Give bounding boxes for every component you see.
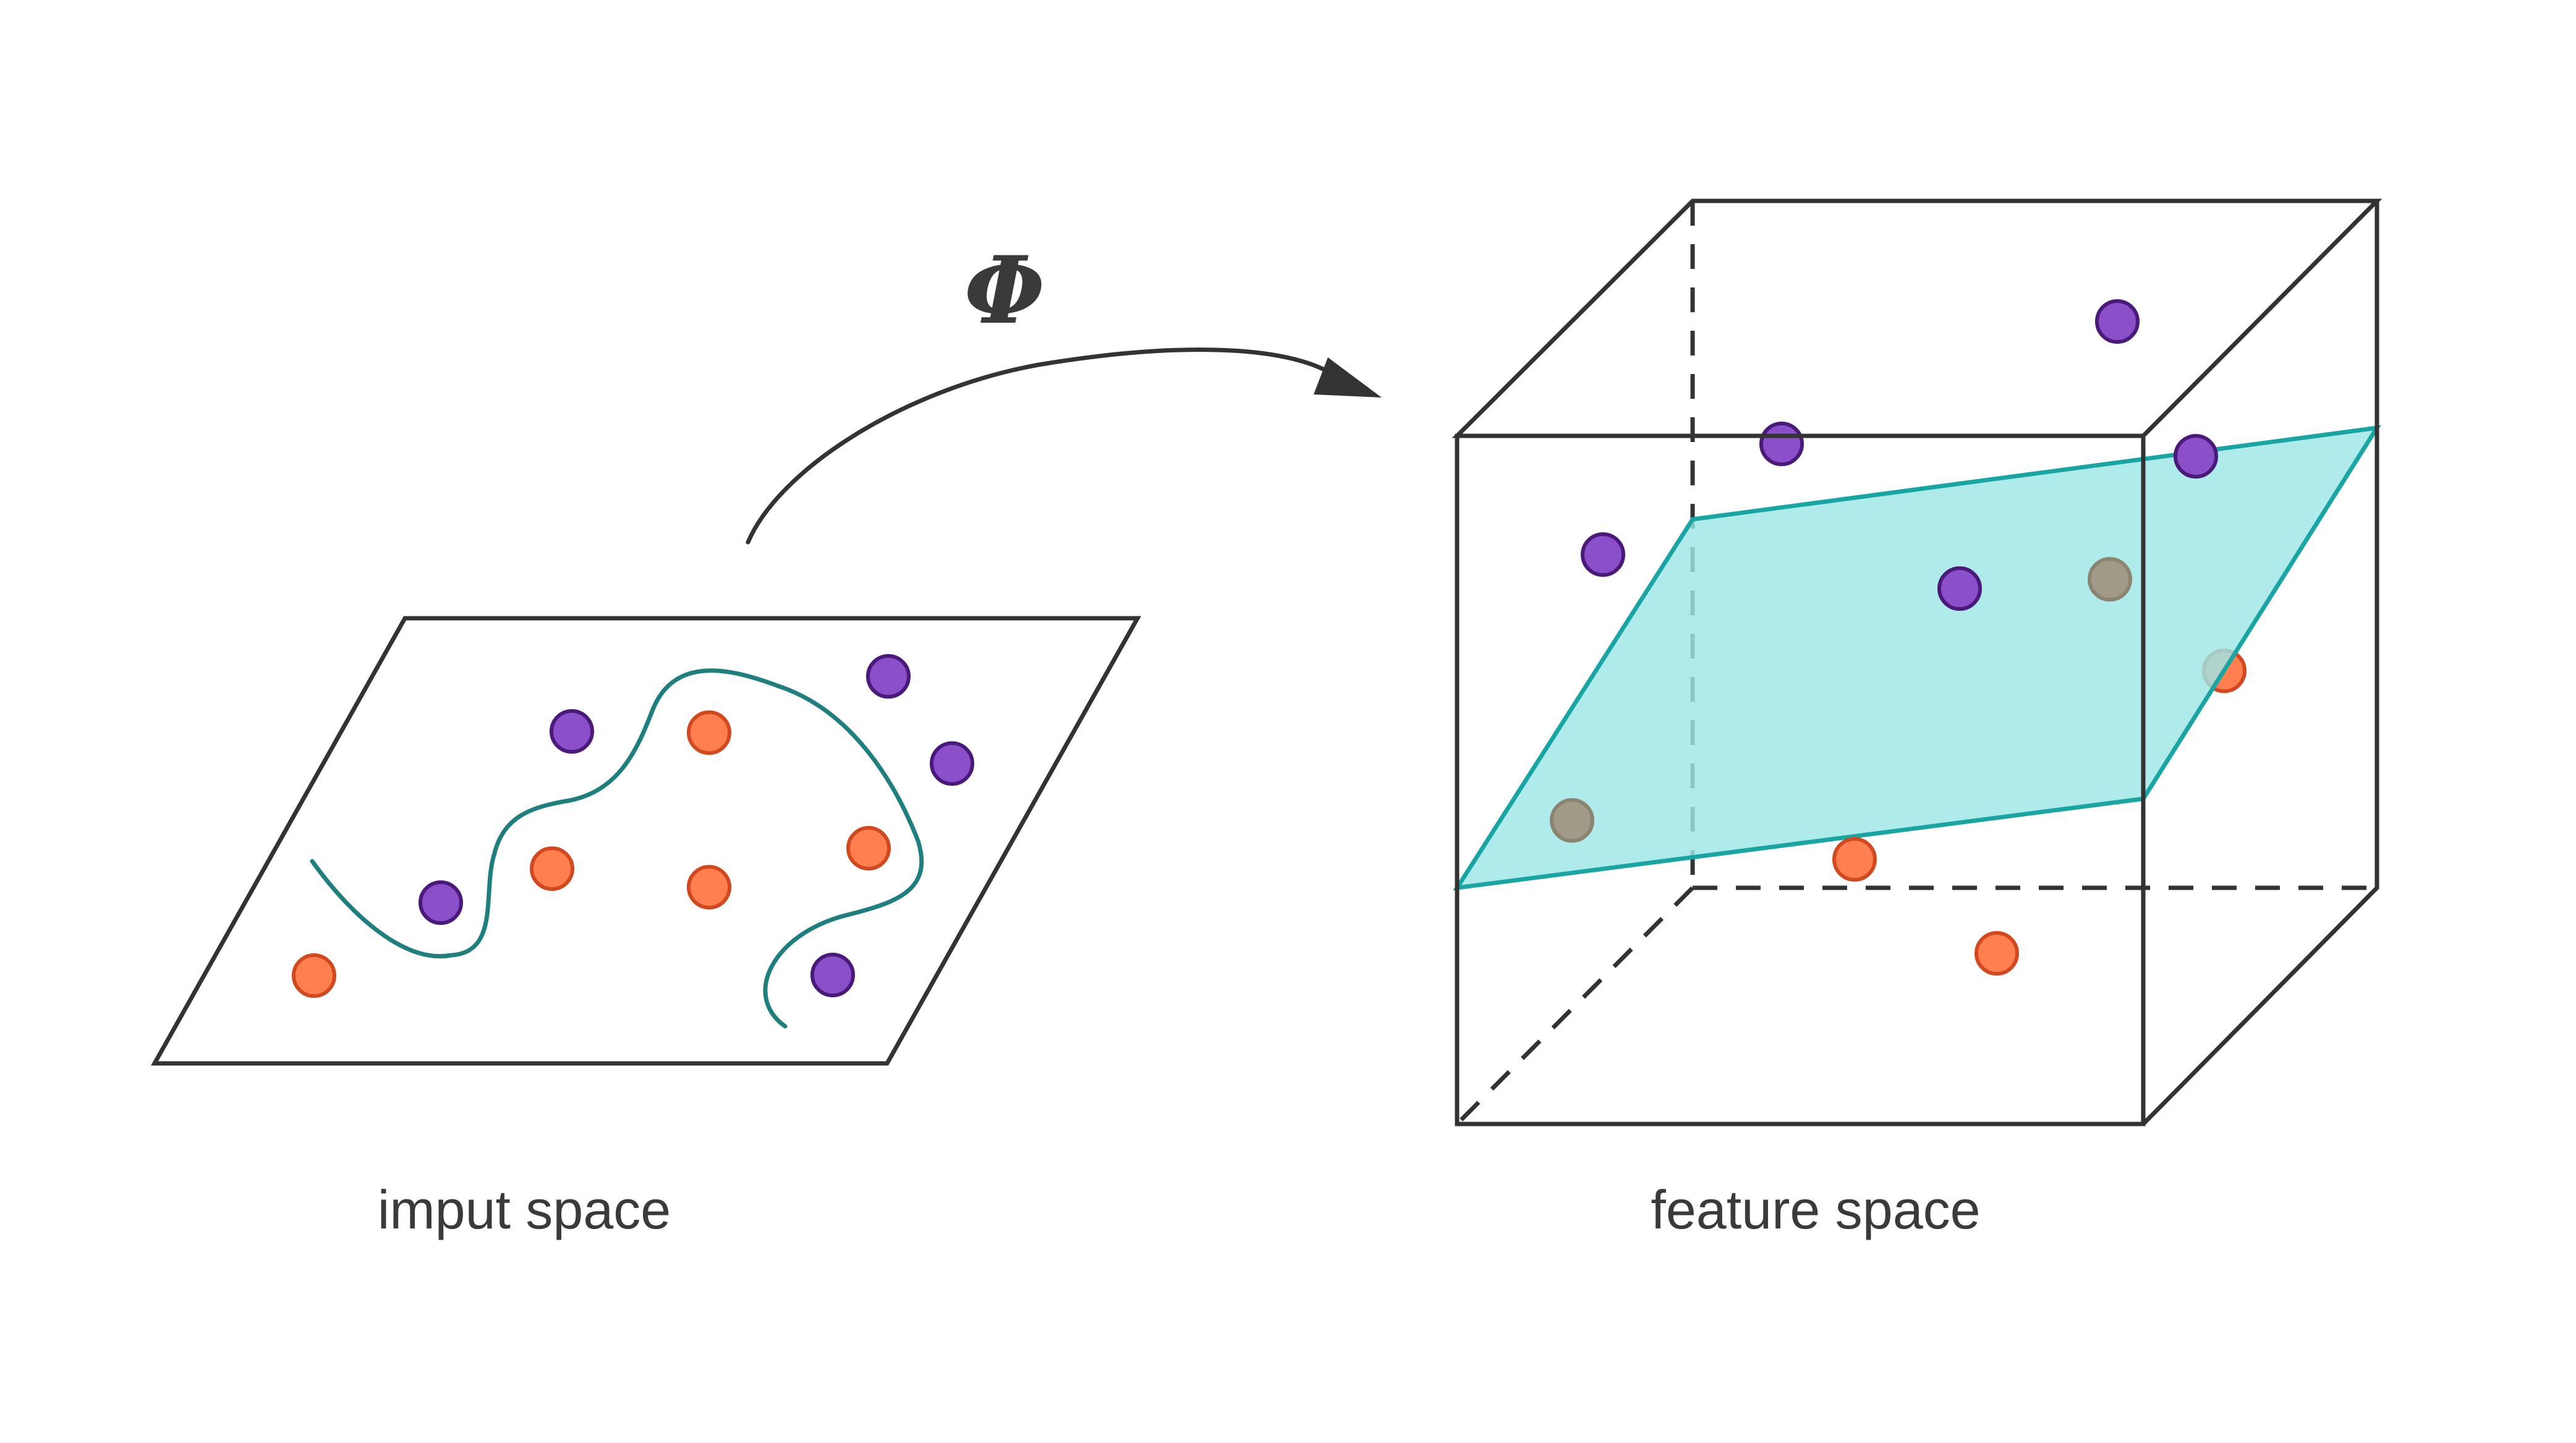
class-a-point <box>866 654 911 699</box>
class-a-point <box>1937 566 1982 611</box>
phi-symbol: Φ <box>964 236 1045 345</box>
class-a-point <box>550 709 594 754</box>
hidden-edge <box>1455 886 1694 1126</box>
input-space-group <box>151 616 1141 1066</box>
class-b-point <box>292 953 336 998</box>
occluded-point <box>2088 557 2132 602</box>
class-a-point <box>1759 422 1804 466</box>
class-a-point <box>930 741 974 786</box>
feature-space-group <box>1452 198 2383 1126</box>
input-space-label: imput space <box>378 1179 671 1240</box>
curved-arrow-icon <box>746 347 1382 545</box>
class-a-point <box>2095 299 2140 344</box>
decision-boundary-curve <box>310 668 924 1029</box>
class-b-point <box>687 710 731 755</box>
class-a-point <box>1581 532 1625 577</box>
class-a-point <box>2174 434 2218 479</box>
class-a-point <box>810 953 855 997</box>
feature-space-label: feature space <box>1651 1179 1980 1240</box>
class-b-point <box>1832 837 1877 882</box>
class-b-point <box>846 826 891 870</box>
class-b-point <box>530 846 574 891</box>
class-b-point <box>687 865 731 909</box>
class-a-point <box>419 880 463 925</box>
wireframe-cube <box>1452 198 2383 1126</box>
occluded-point <box>1550 798 1594 843</box>
class-b-point <box>1975 931 2019 976</box>
input-space-plane <box>151 616 1141 1066</box>
